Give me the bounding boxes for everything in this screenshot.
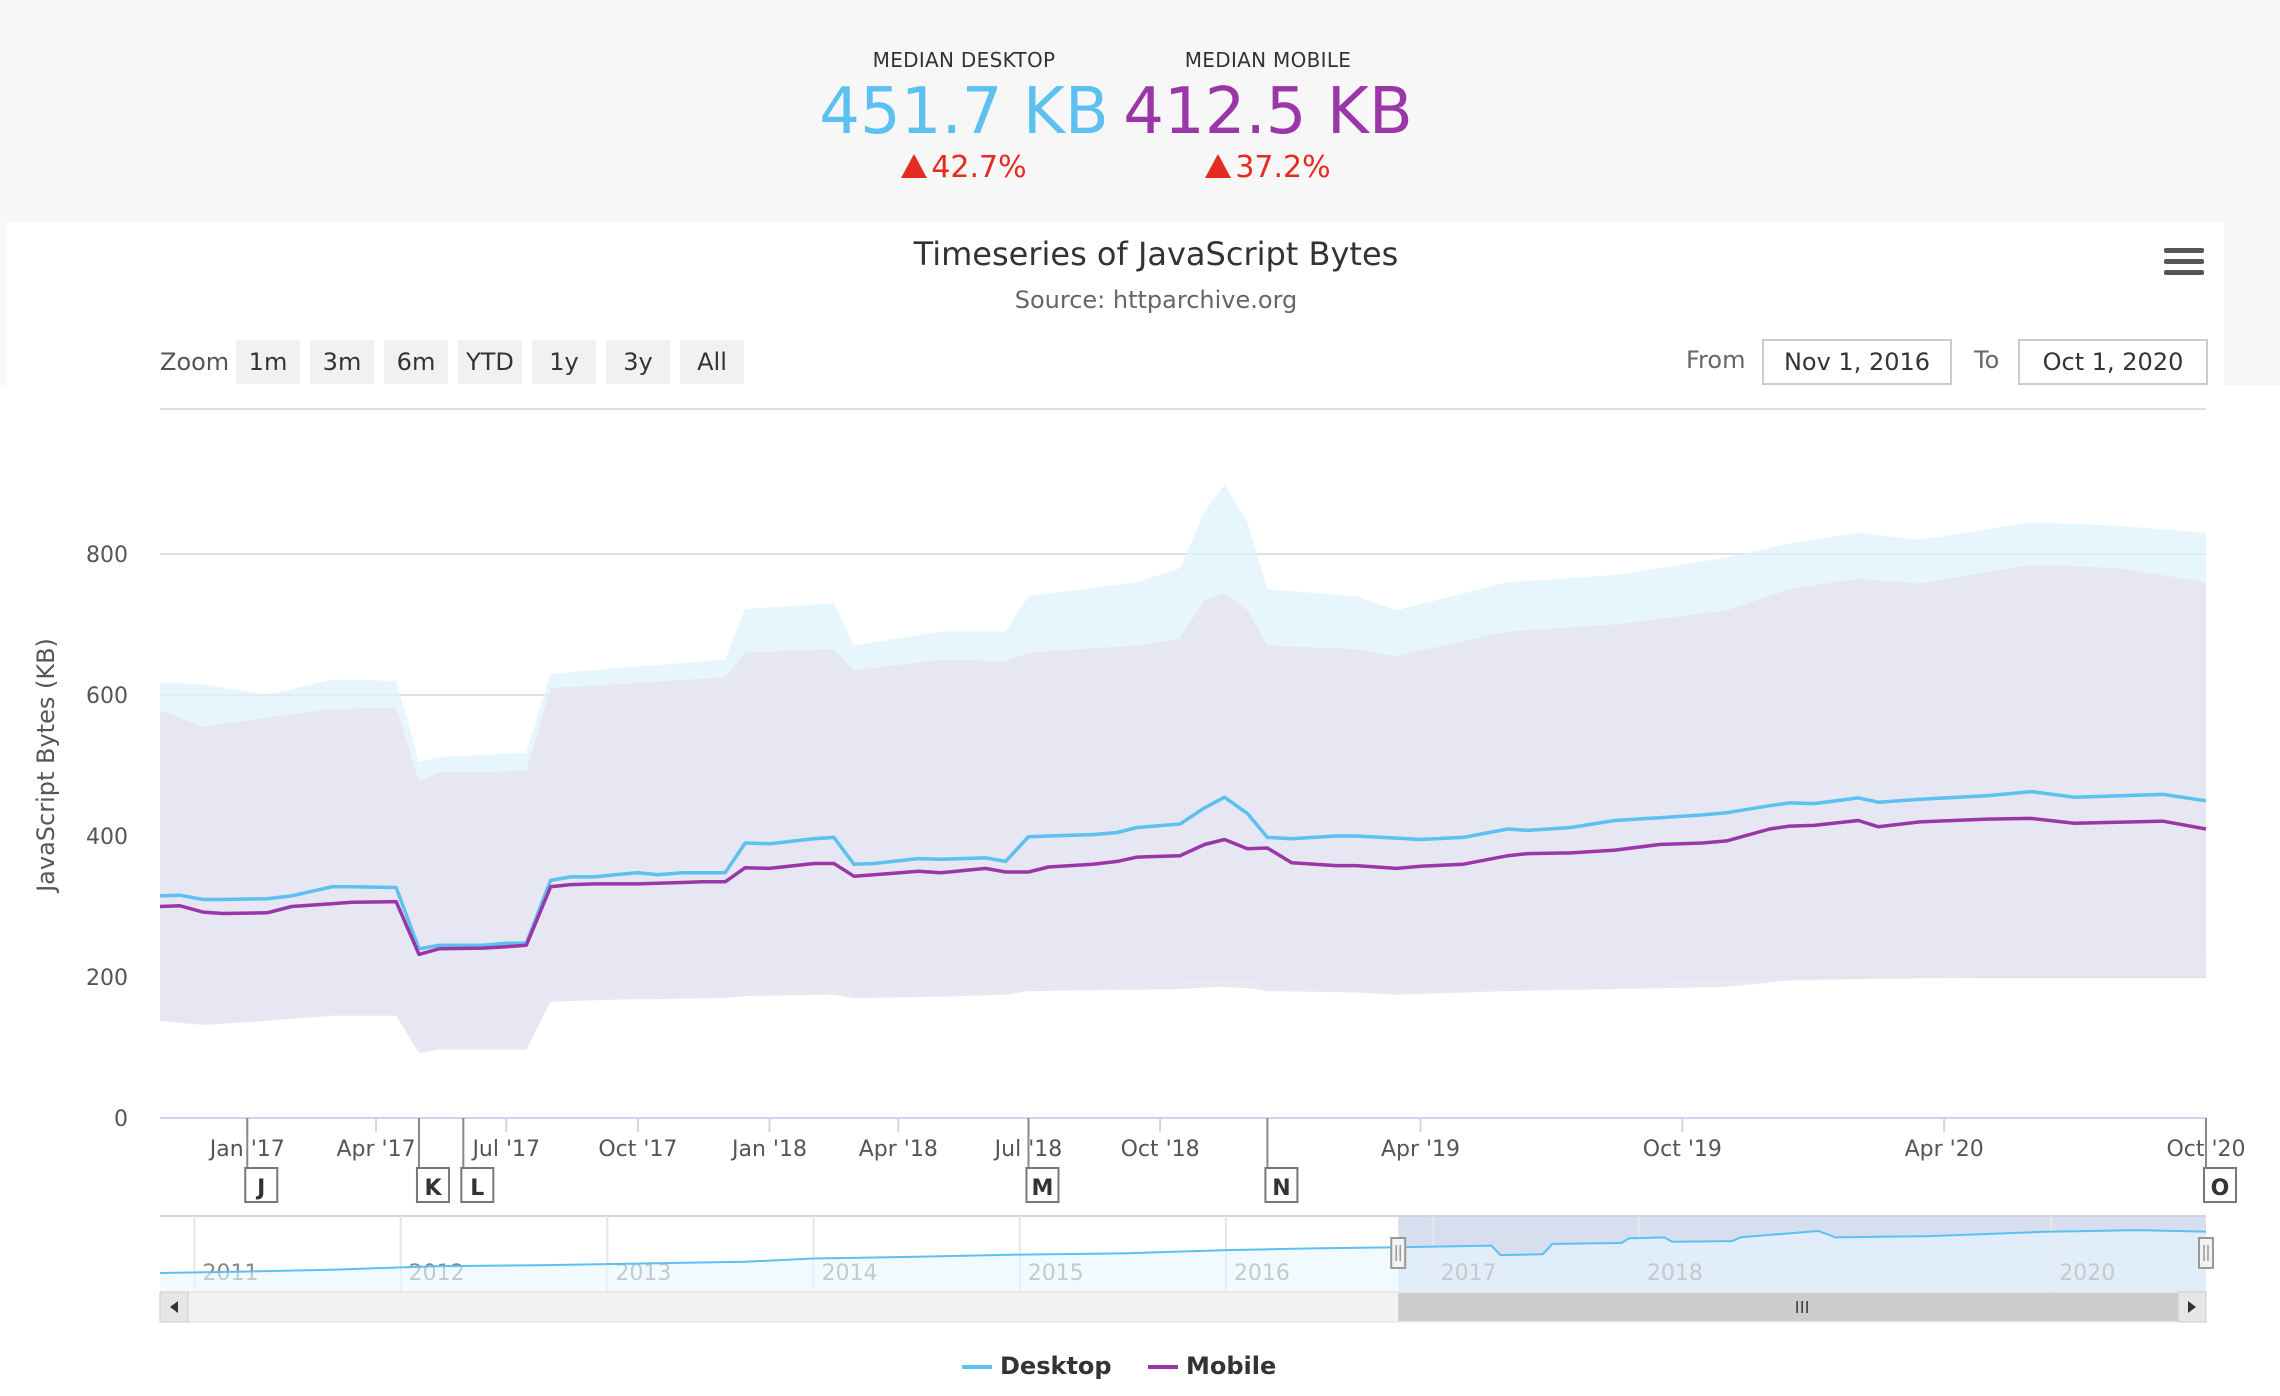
x-tick-label: Jul '17: [470, 1137, 540, 1162]
navigator-area: [160, 1230, 2206, 1292]
navigator-left-handle[interactable]: [1390, 1237, 1407, 1269]
median-mobile-change-value: 37.2%: [1235, 150, 1331, 185]
from-label: From: [1686, 346, 1746, 374]
x-tick-label: Oct '17: [598, 1137, 677, 1162]
y-tick-label-800: 800: [86, 543, 128, 568]
y-tick-label-400: 400: [86, 825, 128, 850]
median-desktop-change: 42.7%: [804, 150, 1124, 185]
chart-subtitle: Source: httparchive.org: [1015, 286, 1298, 314]
y-tick-label-600: 600: [86, 684, 128, 709]
x-tick-label: Jan '18: [730, 1137, 807, 1162]
zoom-button-1m[interactable]: 1m: [236, 340, 300, 384]
range-areas: [160, 484, 2206, 1054]
median-mobile-label: MEDIAN MOBILE: [1184, 48, 1352, 72]
flag-box[interactable]: [415, 1167, 450, 1203]
legend-swatch-mobile: [1148, 1365, 1178, 1369]
x-tick-label: Apr '19: [1381, 1137, 1460, 1162]
up-triangle-icon: [1205, 154, 1232, 178]
flag-label: N: [1272, 1176, 1290, 1201]
x-tick-label: Apr '20: [1905, 1137, 1984, 1162]
flag-label: K: [424, 1176, 442, 1201]
flag-label: J: [255, 1176, 265, 1201]
flag-box[interactable]: [1264, 1167, 1299, 1203]
zoom-label: Zoom: [160, 348, 230, 376]
from-date-input[interactable]: Nov 1, 2016: [1762, 339, 1952, 385]
legend-swatch-desktop: [962, 1365, 992, 1369]
y-tick-label-200: 200: [86, 966, 128, 991]
flag-box[interactable]: [1025, 1167, 1060, 1203]
x-tick-label: Apr '18: [859, 1137, 938, 1162]
x-tick-label: Oct '18: [1121, 1137, 1200, 1162]
flag-label: O: [2211, 1176, 2230, 1201]
flag-box[interactable]: [460, 1167, 495, 1203]
zoom-button-all[interactable]: All: [680, 340, 744, 384]
zoom-button-1y[interactable]: 1y: [532, 340, 596, 384]
up-triangle-icon: [901, 154, 928, 178]
legend-item-desktop[interactable]: Desktop: [962, 1352, 1112, 1380]
zoom-button-ytd[interactable]: YTD: [458, 340, 522, 384]
flag-box[interactable]: [244, 1167, 279, 1203]
x-tick-label: Oct '19: [1643, 1137, 1722, 1162]
median-desktop-label: MEDIAN DESKTOP: [872, 48, 1056, 72]
median-mobile-value: 412.5 KB: [1123, 75, 1413, 149]
legend-label-mobile: Mobile: [1186, 1352, 1277, 1380]
range-area-mobile: [160, 564, 2206, 1054]
median-desktop-value: 451.7 KB: [819, 75, 1109, 149]
flag-label: L: [470, 1176, 484, 1201]
event-flags: J K L M N O: [244, 1118, 2237, 1203]
series-line-desktop: [159, 789, 2207, 951]
navigator-right-handle[interactable]: [2198, 1237, 2214, 1269]
median-mobile-change: 37.2%: [1108, 150, 1428, 185]
median-desktop-summary: MEDIAN DESKTOP 451.7 KB 42.7%: [804, 48, 1124, 185]
navigator[interactable]: 201120122013201420152016201720182020: [159, 1215, 2214, 1323]
to-date-input[interactable]: Oct 1, 2020: [2018, 339, 2208, 385]
navigator-series-line: [159, 1229, 2207, 1274]
x-tick-label: Apr '17: [336, 1137, 415, 1162]
series-line-mobile: [159, 816, 2207, 957]
median-mobile-summary: MEDIAN MOBILE 412.5 KB 37.2%: [1108, 48, 1428, 185]
flag-box[interactable]: [2203, 1167, 2237, 1203]
chart-menu-icon[interactable]: [2164, 248, 2204, 282]
zoom-button-3y[interactable]: 3y: [606, 340, 670, 384]
legend-label-desktop: Desktop: [1000, 1352, 1112, 1380]
median-desktop-change-value: 42.7%: [931, 150, 1027, 185]
arrow-right-icon: [2188, 1301, 2196, 1313]
zoom-button-6m[interactable]: 6m: [384, 340, 448, 384]
zoom-button-3m[interactable]: 3m: [310, 340, 374, 384]
series-lines: [159, 789, 2207, 957]
chart-title: Timeseries of JavaScript Bytes: [913, 235, 1399, 273]
legend-item-mobile[interactable]: Mobile: [1148, 1352, 1276, 1380]
flag-label: M: [1032, 1176, 1054, 1201]
y-tick-label-0: 0: [114, 1107, 128, 1132]
to-label: To: [1974, 346, 2000, 374]
arrow-left-icon: [170, 1301, 178, 1313]
y-axis-label: JavaScript Bytes (KB): [32, 638, 60, 894]
